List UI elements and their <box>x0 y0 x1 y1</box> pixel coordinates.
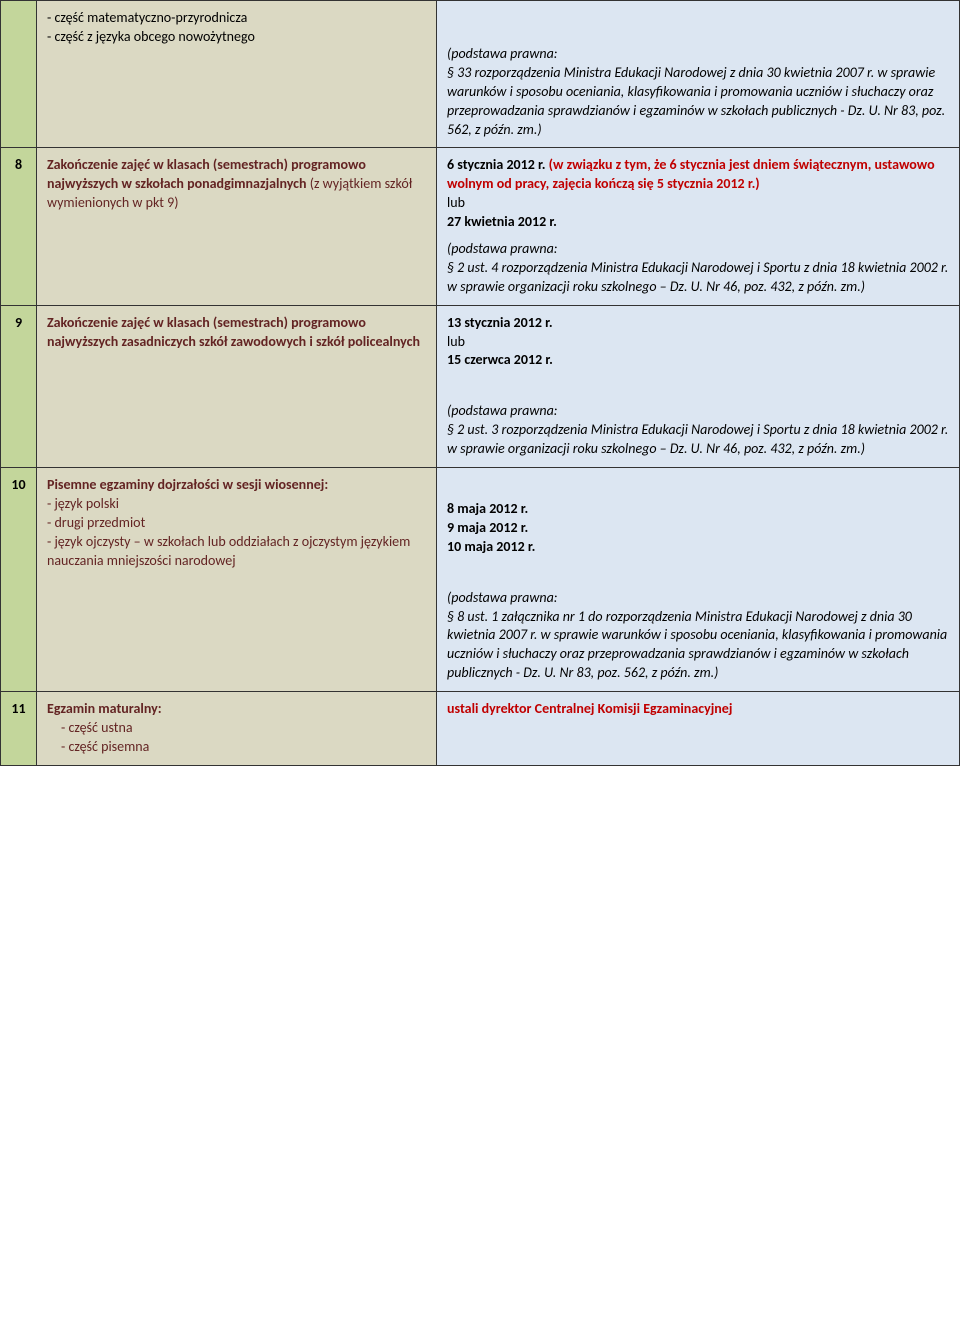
list-item: drugi przedmiot <box>47 514 426 533</box>
table-row: 11 Egzamin maturalny: część ustna część … <box>1 692 960 766</box>
row-number: 9 <box>1 305 37 467</box>
legal-intro: (podstawa prawna: <box>447 45 558 62</box>
row-left: Zakończenie zajęć w klasach (semestrach)… <box>37 305 437 467</box>
table-row: 10 Pisemne egzaminy dojrzałości w sesji … <box>1 468 960 692</box>
row-left-title: Egzamin maturalny: <box>47 700 426 719</box>
list-item: część ustna <box>61 719 426 738</box>
row-right: 6 stycznia 2012 r. (w związku z tym, że … <box>437 148 960 305</box>
row-number: 8 <box>1 148 37 305</box>
list-item: język ojczysty – w szkołach lub oddziała… <box>47 533 426 571</box>
list-item: część pisemna <box>61 738 426 757</box>
row-left: Pisemne egzaminy dojrzałości w sesji wio… <box>37 468 437 692</box>
table-row: 8 Zakończenie zajęć w klasach (semestrac… <box>1 148 960 305</box>
row-left-text: Zakończenie zajęć w klasach (semestrach)… <box>47 314 426 352</box>
list-item: część matematyczno-przyrodnicza <box>47 9 426 28</box>
legal-intro: (podstawa prawna: <box>447 240 558 257</box>
legal-body: § 2 ust. 3 rozporządzenia Ministra Eduka… <box>447 421 948 457</box>
row-number <box>1 1 37 148</box>
row-number: 11 <box>1 692 37 766</box>
row-left: Egzamin maturalny: część ustna część pis… <box>37 692 437 766</box>
legal-body: § 8 ust. 1 załącznika nr 1 do rozporządz… <box>447 608 947 682</box>
row-number: 10 <box>1 468 37 692</box>
row-left: Zakończenie zajęć w klasach (semestrach)… <box>37 148 437 305</box>
legal-body: § 2 ust. 4 rozporządzenia Ministra Eduka… <box>447 259 948 295</box>
list-item: język polski <box>47 495 426 514</box>
legal-body: § 33 rozporządzenia Ministra Edukacji Na… <box>447 64 945 138</box>
table-row: część matematyczno-przyrodnicza część z … <box>1 1 960 148</box>
row-left: część matematyczno-przyrodnicza część z … <box>37 1 437 148</box>
row-right: 13 stycznia 2012 r.lub15 czerwca 2012 r.… <box>437 305 960 467</box>
list-item: część z języka obcego nowożytnego <box>47 28 426 47</box>
row-right: (podstawa prawna: § 33 rozporządzenia Mi… <box>437 1 960 148</box>
document-table: część matematyczno-przyrodnicza część z … <box>0 0 960 766</box>
legal-intro: (podstawa prawna: <box>447 589 558 606</box>
row-left-text: Zakończenie zajęć w klasach (semestrach)… <box>47 156 426 213</box>
row-left-title: Pisemne egzaminy dojrzałości w sesji wio… <box>47 476 426 495</box>
row-right-main: 8 maja 2012 r.9 maja 2012 r.10 maja 2012… <box>447 500 949 557</box>
row-right-main: ustali dyrektor Centralnej Komisji Egzam… <box>447 700 949 719</box>
table-row: 9 Zakończenie zajęć w klasach (semestrac… <box>1 305 960 467</box>
row-right-main: 13 stycznia 2012 r.lub15 czerwca 2012 r. <box>447 314 949 371</box>
legal-intro: (podstawa prawna: <box>447 402 558 419</box>
row-right: 8 maja 2012 r.9 maja 2012 r.10 maja 2012… <box>437 468 960 692</box>
row-right: ustali dyrektor Centralnej Komisji Egzam… <box>437 692 960 766</box>
row-right-main: 6 stycznia 2012 r. (w związku z tym, że … <box>447 156 949 232</box>
